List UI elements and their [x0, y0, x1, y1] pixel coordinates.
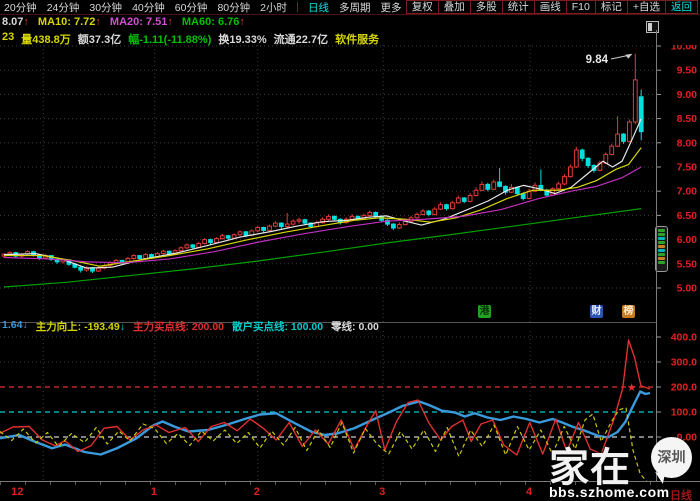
- indicator-value-axis: 400.0 300.0 200.0 100.0 0.00: [656, 332, 697, 444]
- tab-40min[interactable]: 40分钟: [132, 1, 165, 14]
- svg-text:5.50: 5.50: [677, 258, 698, 270]
- tab-30min[interactable]: 30分钟: [89, 1, 123, 14]
- hk-market-badge[interactable]: 港: [478, 305, 491, 318]
- toolbar: 20分钟 24分钟 30分钟 40分钟 60分钟 80分钟 2小时 日线 多周期…: [0, 0, 700, 15]
- up-arrow-icon: ↑: [95, 16, 101, 28]
- svg-text:400.0: 400.0: [671, 332, 697, 344]
- tab-multi-period[interactable]: 多周期: [338, 1, 371, 14]
- svg-text:8.00: 8.00: [677, 137, 698, 149]
- ranking-badge[interactable]: 榜: [622, 305, 635, 318]
- indicator-header-row: 1.64↓ 主力向上: -193.49↓ 主力买点线: 200.00 散户买点线…: [2, 319, 379, 333]
- period-tabs: 20分钟 24分钟 30分钟 40分钟 60分钟 80分钟 2小时 日线 多周期…: [0, 0, 401, 15]
- ma5-value: 8.07↑: [2, 16, 29, 28]
- mini-quote-widget[interactable]: [655, 226, 668, 272]
- indicator-zero-line-label: 零线: 0.00: [331, 321, 379, 333]
- panel-layout-icon[interactable]: [646, 21, 659, 33]
- svg-text:200.0: 200.0: [671, 382, 697, 394]
- month-label: 4: [526, 486, 533, 498]
- float-cap-value: 流通22.7亿: [273, 34, 329, 46]
- tab-24min[interactable]: 24分钟: [46, 1, 80, 14]
- svg-text:300.0: 300.0: [671, 357, 697, 369]
- up-arrow-icon: ↑: [167, 16, 173, 28]
- change-value: 幅-1.11(-11.88%): [128, 34, 212, 46]
- turnover-rate-value: 换19.33%: [218, 34, 267, 46]
- adjust-price-button[interactable]: 复权: [405, 0, 439, 14]
- tab-60min[interactable]: 60分钟: [174, 1, 208, 14]
- svg-text:6.00: 6.00: [677, 234, 698, 246]
- svg-text:100.0: 100.0: [671, 407, 697, 419]
- month-label: 3: [379, 486, 386, 498]
- ma60-value: MA60: 6.76↑: [181, 16, 245, 28]
- industry-label: 软件服务: [335, 34, 380, 46]
- svg-text:0.00: 0.00: [677, 432, 698, 444]
- month-label: 12: [11, 486, 24, 498]
- multi-stock-button[interactable]: 多股: [470, 0, 503, 14]
- up-arrow-icon: ↑: [23, 16, 29, 28]
- candles-layer: [1, 53, 644, 273]
- tab-20min[interactable]: 20分钟: [4, 1, 37, 14]
- main-chart-panel: 10.00 9.50 9.00 8.50 8.00 7.50 7.00 6.50 6.00 5.5…: [0, 41, 700, 327]
- up-arrow-icon: ↑: [239, 16, 245, 28]
- finance-badge[interactable]: 财: [590, 305, 603, 318]
- month-label: 2: [253, 486, 260, 498]
- price-value: 23: [2, 31, 15, 43]
- price-annotation: 9.84: [586, 53, 633, 66]
- month-label: 1: [150, 486, 157, 498]
- price-axis-line: [656, 30, 657, 481]
- svg-text:5.00: 5.00: [677, 283, 698, 295]
- back-button[interactable]: 返回: [666, 0, 698, 14]
- overlay-button[interactable]: 叠加: [438, 0, 471, 14]
- statistics-button[interactable]: 统计: [502, 0, 535, 14]
- tab-daily[interactable]: 日线: [307, 1, 329, 14]
- indicator-retail-line-label: 散户买点线: 100.00: [232, 321, 324, 333]
- indicator-grid: [0, 331, 656, 481]
- indicator-value-1: 1.64↓: [2, 319, 28, 331]
- indicator-chart-panel: ★ 400.0 300.0 200.0 100.0 0.00: [0, 331, 700, 486]
- tab-more[interactable]: 更多: [380, 1, 402, 14]
- time-axis[interactable]: 日线 12 1 2 3 4: [0, 481, 700, 501]
- mark-button[interactable]: 标记: [595, 0, 628, 14]
- indicator-buy-line-label: 主力买点线: 200.00: [132, 321, 224, 333]
- volume-value: 量438.8万: [21, 34, 71, 46]
- svg-text:7.00: 7.00: [677, 186, 698, 198]
- svg-text:7.50: 7.50: [677, 162, 698, 174]
- draw-line-button[interactable]: 画线: [534, 0, 567, 14]
- indicator-line-chart[interactable]: ★ 400.0 300.0 200.0 100.0 0.00: [0, 331, 700, 486]
- turnover-value: 额37.3亿: [77, 34, 122, 46]
- down-arrow-icon: ↓: [119, 321, 125, 333]
- svg-text:6.50: 6.50: [677, 210, 698, 222]
- ma10-value: MA10: 7.72↑: [37, 16, 101, 28]
- svg-text:10.00: 10.00: [671, 45, 697, 53]
- svg-text:9.00: 9.00: [677, 89, 698, 101]
- quote-detail-row: 23 量438.8万 额37.3亿 幅-1.11(-11.88%) 换19.33…: [2, 31, 380, 46]
- main-candlestick-chart[interactable]: 10.00 9.50 9.00 8.50 8.00 7.50 7.00 6.50 6.00 5.5…: [0, 41, 700, 322]
- tab-2hour[interactable]: 2小时: [260, 1, 287, 14]
- ma-values-row: 8.07↑ MA10: 7.72↑ MA20: 7.51↑ MA60: 6.76…: [2, 16, 245, 30]
- indicator-value-2: 主力向上: -193.49↓: [35, 321, 125, 333]
- indicator-series-layer: ★: [0, 339, 651, 486]
- corner-period-label: 日线: [670, 490, 692, 501]
- f10-button[interactable]: F10: [566, 0, 596, 14]
- panel-divider: [0, 322, 656, 323]
- toolbar-buttons: 复权 叠加 多股 统计 画线 F10 标记 +自选 返回: [405, 0, 700, 14]
- svg-text:9.50: 9.50: [677, 65, 698, 77]
- down-arrow-icon: ↓: [22, 319, 28, 331]
- tab-80min[interactable]: 80分钟: [217, 1, 251, 14]
- toolbar-separator: [296, 2, 298, 12]
- add-watchlist-button[interactable]: +自选: [627, 0, 666, 14]
- svg-text:8.50: 8.50: [677, 113, 698, 125]
- svg-text:9.84: 9.84: [586, 54, 609, 66]
- ma20-value: MA20: 7.51↑: [109, 16, 173, 28]
- ma-lines-layer: [3, 118, 642, 288]
- svg-text:★: ★: [627, 382, 637, 394]
